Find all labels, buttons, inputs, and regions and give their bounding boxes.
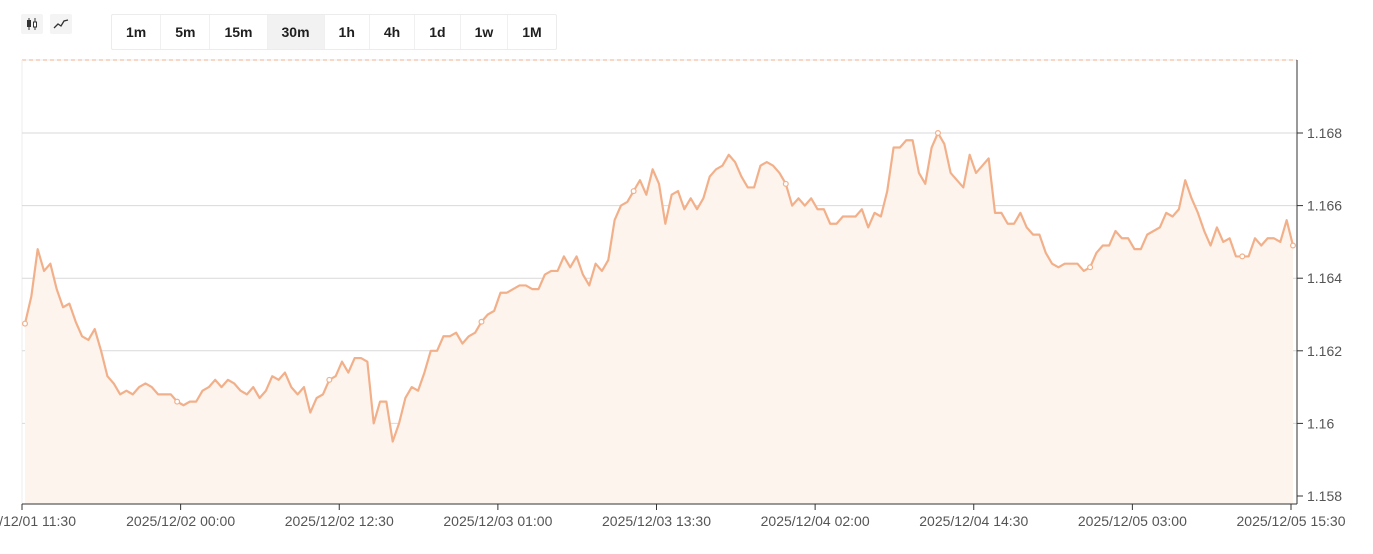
line-type-button[interactable] [50,14,72,34]
interval-1h[interactable]: 1h [325,15,370,49]
y-tick-label: 1.162 [1307,343,1342,359]
interval-1M[interactable]: 1M [522,24,542,40]
data-point-marker [630,188,637,195]
data-point-marker [934,130,941,137]
line-chart-icon [53,19,69,29]
interval-1m[interactable]: 1m [112,15,162,49]
interval-selector: 1m 5m 15m 30m 1h 4h 1d 1w 1M [111,14,557,50]
y-tick-label: 1.16 [1307,415,1334,431]
y-tick-label: 1.158 [1307,488,1342,504]
interval-1d[interactable]: 1d [415,15,461,49]
x-tick-label: 2025/12/02 00:00 [126,513,235,529]
data-point-marker [478,318,485,325]
x-tick-label: 2025/12/05 15:30 [1237,513,1346,529]
data-point-marker [326,376,333,383]
interval-15m[interactable]: 15m [210,15,268,49]
chart-toolbar: 1m 5m 15m 30m 1h 4h 1d 1w 1M [0,0,1373,56]
candlestick-type-button[interactable] [21,14,43,34]
series-area [25,133,1293,504]
interval-4h[interactable]: 4h [370,15,416,49]
x-tick-label: 2025/12/03 01:00 [443,513,552,529]
data-point-marker [1087,264,1094,271]
last-point-marker [1289,242,1296,249]
x-tick-label: 2025/12/05 03:00 [1078,513,1187,529]
interval-1w[interactable]: 1w [461,15,509,49]
y-tick-label: 1.168 [1307,125,1342,141]
x-tick-label: 2025/12/04 14:30 [919,513,1028,529]
data-point-marker [174,398,181,405]
x-tick-label: 2025/12/02 12:30 [285,513,394,529]
data-point-marker [782,180,789,187]
candlestick-icon [27,18,37,30]
y-tick-label: 1.166 [1307,198,1342,214]
x-tick-label: 2025/12/03 13:30 [602,513,711,529]
x-tick-label: 2025/12/04 02:00 [761,513,870,529]
interval-5m[interactable]: 5m [161,15,211,49]
data-point-marker [22,320,29,327]
y-tick-label: 1.164 [1307,270,1342,286]
interval-30m[interactable]: 30m [267,15,325,49]
data-point-marker [1239,253,1246,260]
x-tick-label: 2025/12/01 11:30 [0,513,76,529]
series-line [23,131,1295,443]
